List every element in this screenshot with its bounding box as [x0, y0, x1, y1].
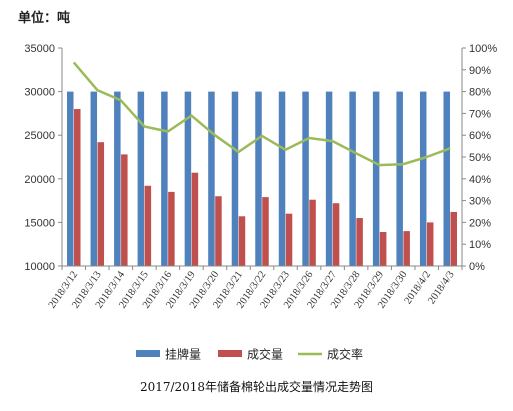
- legend-swatch: [136, 350, 160, 357]
- bar-traded: [426, 222, 434, 266]
- bar-traded: [332, 203, 340, 266]
- bar-listed: [90, 91, 98, 266]
- unit-label: 单位：吨: [18, 11, 71, 26]
- left-tick-label: 30000: [24, 87, 55, 99]
- bar-traded: [74, 109, 81, 266]
- bar-listed: [114, 91, 121, 266]
- chart-caption: 2017/2018年储备棉轮出成交量情况走势图: [139, 380, 374, 394]
- bar-traded: [450, 211, 457, 266]
- bar-listed: [372, 91, 380, 266]
- left-tick-label: 10000: [24, 261, 55, 273]
- rate-line: [72, 61, 451, 167]
- bar-listed: [161, 91, 168, 266]
- bar-listed: [184, 91, 192, 266]
- bar-traded: [309, 199, 316, 266]
- legend-label: 挂牌量: [165, 348, 201, 362]
- x-axis: 2018/3/122018/3/132018/3/142018/3/152018…: [47, 265, 463, 311]
- right-tick-label: 80%: [469, 87, 491, 99]
- right-tick-label: 70%: [469, 108, 491, 120]
- bar-listed: [67, 91, 74, 266]
- bar-traded: [238, 216, 246, 266]
- bar-traded: [191, 172, 199, 266]
- right-tick-label: 40%: [469, 174, 491, 186]
- right-tick-label: 30%: [469, 196, 491, 208]
- bar-listed: [349, 91, 356, 266]
- right-tick-label: 20%: [469, 217, 491, 229]
- bar-traded: [144, 185, 152, 266]
- right-tick-label: 10%: [469, 239, 491, 251]
- bar-traded: [121, 154, 128, 266]
- right-axis: 0% 10% 20% 30% 40% 50% 60% 70% 80% 90% 100%: [461, 43, 497, 273]
- bar-traded: [262, 197, 269, 266]
- legend-swatch: [218, 350, 242, 357]
- bar-listed: [255, 91, 262, 266]
- left-tick-label: 15000: [24, 217, 55, 229]
- bar-listed: [443, 91, 450, 266]
- bar-listed: [396, 91, 403, 266]
- bar-traded: [403, 231, 410, 266]
- bar-traded: [168, 191, 175, 266]
- bar-listed: [278, 91, 286, 266]
- legend-label: 成交率: [327, 347, 363, 362]
- bar-listed: [208, 91, 215, 266]
- right-tick-label: 60%: [469, 130, 491, 142]
- line-series: [72, 61, 451, 167]
- left-tick-label: 35000: [24, 43, 55, 55]
- bar-listed: [419, 91, 427, 266]
- bar-traded: [379, 231, 387, 266]
- bar-traded: [215, 196, 222, 266]
- bar-listed: [325, 91, 333, 266]
- legend: 挂牌量 成交量 成交率: [136, 347, 363, 362]
- bar-series: [67, 91, 457, 266]
- legend-label: 成交量: [247, 347, 283, 362]
- bar-listed: [137, 91, 145, 266]
- bar-listed: [231, 91, 239, 266]
- left-tick-label: 25000: [24, 130, 55, 142]
- bar-traded: [356, 218, 363, 266]
- right-tick-label: 0%: [469, 261, 485, 273]
- bar-traded: [97, 142, 105, 266]
- bar-listed: [302, 91, 309, 266]
- right-tick-label: 90%: [469, 65, 491, 77]
- right-tick-label: 100%: [469, 43, 497, 55]
- bar-traded: [285, 213, 293, 266]
- left-tick-label: 20000: [24, 174, 55, 186]
- left-axis: 10000 15000 20000 25000 30000 35000: [24, 43, 63, 273]
- right-tick-label: 50%: [469, 152, 491, 164]
